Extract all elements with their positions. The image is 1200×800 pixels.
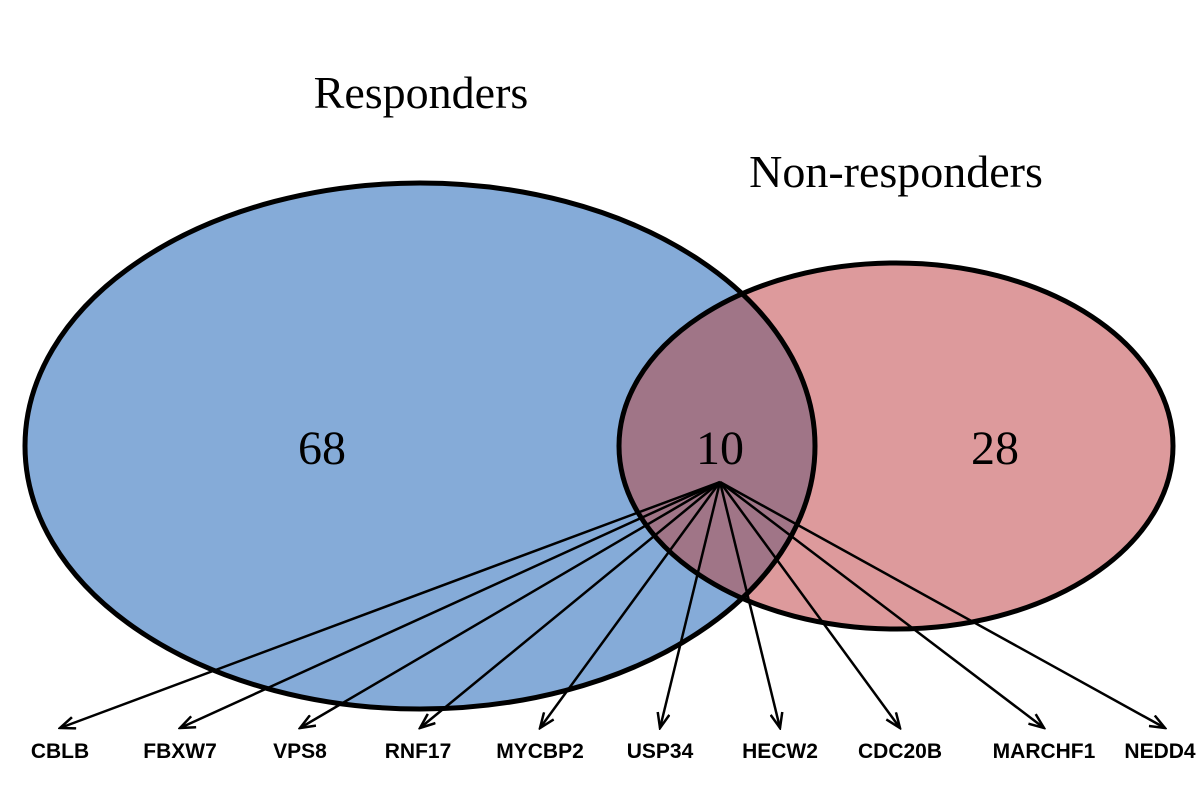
gene-arrow-cblb [60,480,721,728]
gene-arrow-vps8 [300,480,721,728]
gene-arrow-marchf1 [719,481,1044,728]
non-responders-only-count: 28 [971,422,1019,475]
gene-label-fbxw7: FBXW7 [143,740,217,763]
gene-label-vps8: VPS8 [273,740,327,763]
responders-only-count: 68 [298,422,346,475]
gene-label-cblb: CBLB [31,740,89,763]
gene-arrow-usp34 [660,481,722,728]
gene-label-marchf1: MARCHF1 [993,740,1096,763]
overlap-count: 10 [696,422,744,475]
non-responders-label: Non-responders [749,146,1043,197]
gene-arrow-hecw2 [718,481,780,728]
gene-arrow-fbxw7 [180,480,721,728]
responders-set [25,183,815,709]
gene-label-usp34: USP34 [627,740,694,763]
responders-label: Responders [314,67,529,118]
gene-label-mycbp2: MYCBP2 [496,740,584,763]
responders-outline [22,180,818,712]
gene-arrow-cdc20b [718,481,900,728]
gene-label-hecw2: HECW2 [742,740,818,763]
gene-arrows [60,480,1165,728]
gene-label-nedd4: NEDD4 [1124,740,1196,763]
gene-label-rnf17: RNF17 [385,740,452,763]
gene-arrow-rnf17 [420,481,721,728]
gene-label-cdc20b: CDC20B [858,740,942,763]
gene-labels: CBLB FBXW7 VPS8 RNF17 MYCBP2 USP34 HECW2 CDC20B… [31,740,1196,763]
gene-arrow-nedd4 [719,480,1165,728]
non-responders-outline [616,260,1176,632]
gene-arrow-mycbp2 [540,481,722,728]
